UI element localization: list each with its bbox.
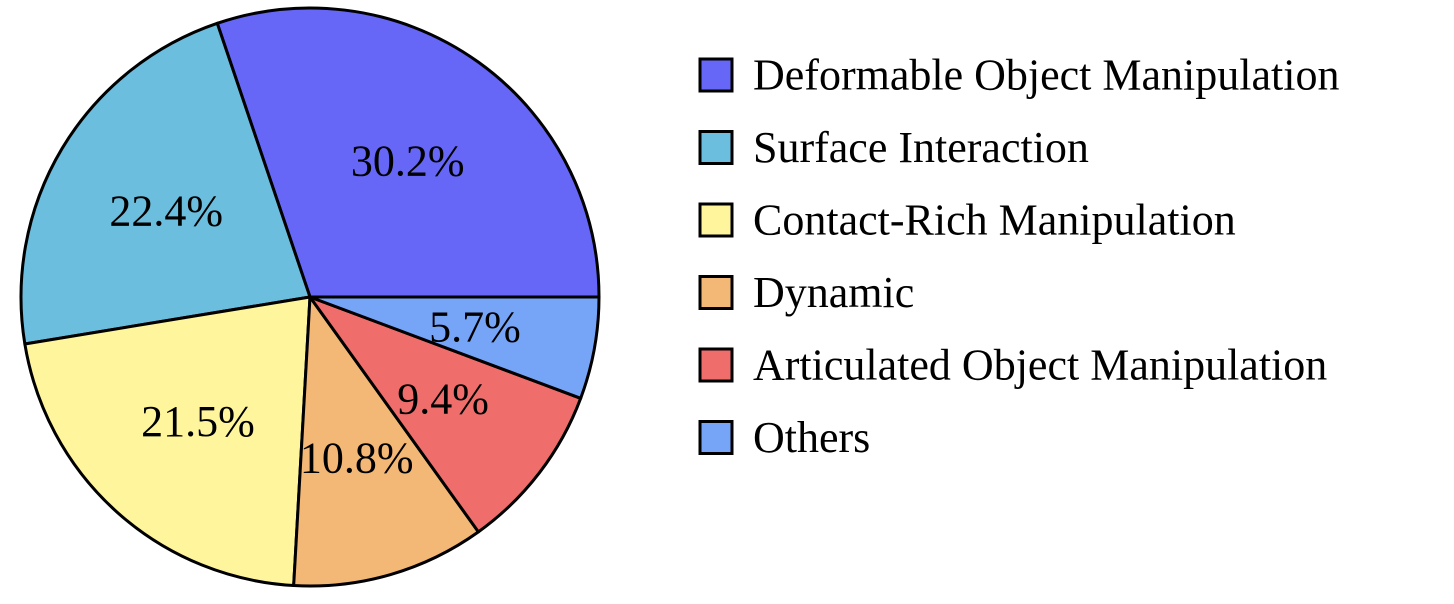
legend-label-dynamic: Dynamic — [753, 268, 914, 317]
legend-item-surface-interaction: Surface Interaction — [698, 123, 1089, 172]
pie-slice-others — [308, 295, 601, 400]
legend-label-deformable-object-manipulation: Deformable Object Manipulation — [753, 51, 1339, 100]
legend-label-contact-rich-manipulation: Contact-Rich Manipulation — [753, 196, 1236, 245]
legend-swatch-others — [698, 420, 734, 455]
pie-slice-articulated-object-manipulation — [308, 295, 583, 534]
pie-slice-dynamic — [292, 295, 480, 588]
pie-slice-deformable-object-manipulation — [215, 6, 601, 299]
legend-swatch-dynamic — [698, 275, 734, 310]
pie-slice-label-deformable-object-manipulation: 30.2% — [351, 136, 465, 185]
pie-slice-label-articulated-object-manipulation: 9.4% — [397, 374, 489, 423]
legend-item-contact-rich-manipulation: Contact-Rich Manipulation — [698, 196, 1236, 245]
legend-label-articulated-object-manipulation: Articulated Object Manipulation — [753, 341, 1327, 390]
legend-item-deformable-object-manipulation: Deformable Object Manipulation — [698, 51, 1339, 100]
pie-slice-surface-interaction — [19, 21, 312, 346]
legend-swatch-deformable-object-manipulation — [698, 57, 734, 93]
pie-slice-label-dynamic: 10.8% — [300, 433, 414, 482]
legend-swatch-surface-interaction — [698, 130, 734, 165]
legend-swatch-articulated-object-manipulation — [698, 347, 734, 383]
pie-slice-label-surface-interaction: 22.4% — [109, 186, 223, 235]
pie-slices — [19, 6, 601, 588]
legend-label-others: Others — [753, 413, 870, 462]
legend-item-dynamic: Dynamic — [698, 268, 914, 317]
legend-label-surface-interaction: Surface Interaction — [753, 123, 1089, 172]
legend-item-articulated-object-manipulation: Articulated Object Manipulation — [698, 341, 1327, 390]
chart-legend: Deformable Object Manipulation Surface In… — [698, 51, 1339, 462]
pie-slice-labels: 30.2% 22.4% 21.5% 10.8% 9.4% 5.7% — [109, 136, 520, 482]
legend-swatch-contact-rich-manipulation — [698, 202, 734, 238]
pie-slice-label-others: 5.7% — [429, 302, 521, 351]
pie-slice-label-contact-rich-manipulation: 21.5% — [141, 397, 255, 446]
pie-slice-contact-rich-manipulation — [23, 295, 312, 588]
legend-item-others: Others — [698, 413, 870, 462]
